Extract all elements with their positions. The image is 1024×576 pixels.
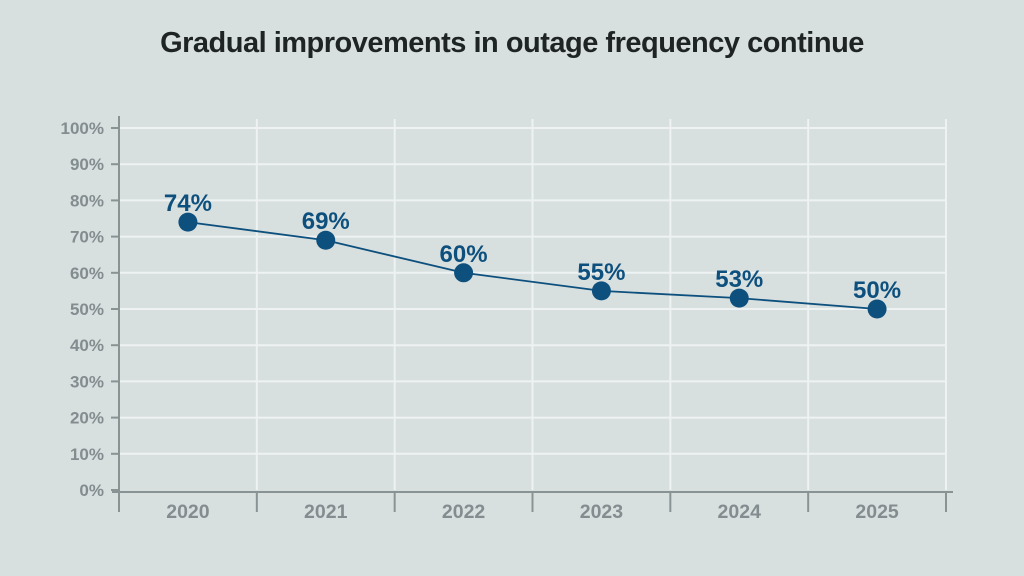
data-point-label: 50% [853,277,901,304]
data-line [187,221,878,310]
data-point-label: 55% [577,259,625,286]
data-point [729,288,749,308]
y-tick-label: 100% [61,119,104,138]
data-point [867,299,887,319]
x-tick-label: 2024 [718,501,762,523]
x-tick-label: 2025 [855,501,899,523]
x-tick-label: 2023 [580,501,624,523]
y-tick-label: 30% [70,372,104,391]
y-tick-label: 0% [79,481,104,500]
y-tick-label: 50% [70,300,104,319]
data-point [178,212,198,232]
y-tick-label: 90% [70,155,104,174]
chart-title: Gradual improvements in outage frequency… [160,27,864,59]
data-point [316,230,336,250]
y-tick-label: 20% [70,409,104,428]
data-point-label: 53% [715,266,763,293]
x-tick-label: 2021 [304,501,348,523]
data-point-label: 60% [440,241,488,268]
data-point-label: 69% [302,208,350,235]
data-point [591,281,611,301]
x-tick-label: 2020 [166,501,210,523]
data-point-label: 74% [164,190,212,217]
x-tick-label: 2022 [442,501,486,523]
y-tick-label: 40% [70,336,104,355]
y-tick-label: 60% [70,264,104,283]
y-tick-label: 10% [70,445,104,464]
y-tick-label: 80% [70,191,104,210]
data-point [454,263,474,283]
y-tick-label: 70% [70,228,104,247]
